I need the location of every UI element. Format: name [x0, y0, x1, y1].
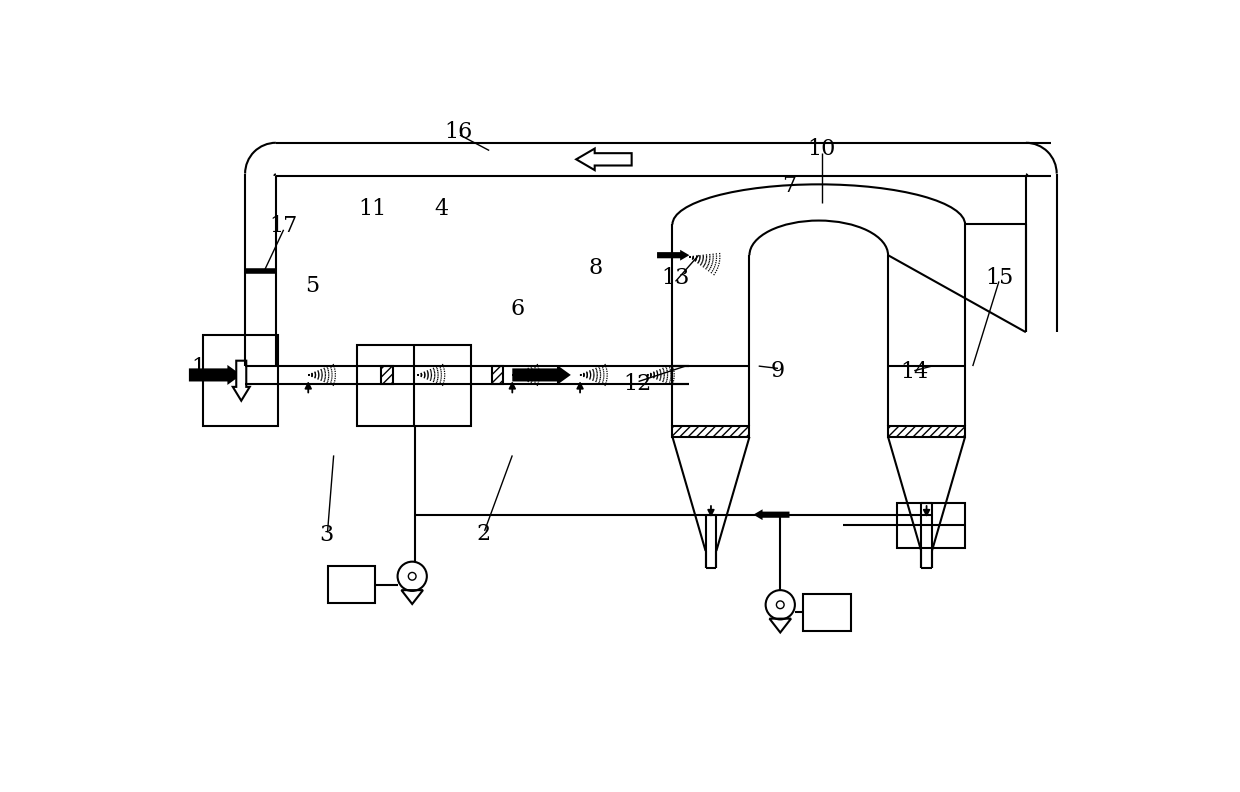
Bar: [491, 366, 503, 384]
FancyArrow shape: [233, 360, 249, 401]
Bar: [357, 345, 471, 426]
Bar: [898, 503, 965, 548]
Text: 16: 16: [444, 121, 472, 143]
Bar: [888, 426, 965, 437]
Text: 13: 13: [661, 267, 689, 289]
Text: 2: 2: [476, 523, 490, 545]
Text: 6: 6: [511, 298, 525, 320]
Bar: [327, 566, 376, 604]
Circle shape: [776, 601, 784, 608]
Text: 15: 15: [985, 267, 1013, 289]
Text: 11: 11: [358, 198, 387, 220]
Text: 7: 7: [782, 175, 796, 197]
Bar: [203, 335, 278, 426]
FancyArrow shape: [188, 365, 242, 385]
Text: 1: 1: [191, 357, 205, 379]
Text: 4: 4: [434, 198, 449, 220]
Text: 3: 3: [319, 524, 334, 546]
FancyArrow shape: [754, 509, 790, 520]
Bar: [672, 426, 749, 437]
Circle shape: [408, 573, 417, 580]
Text: 8: 8: [588, 257, 603, 280]
FancyArrow shape: [577, 149, 631, 170]
Text: 12: 12: [622, 373, 651, 394]
Text: 17: 17: [269, 215, 298, 237]
FancyArrow shape: [657, 249, 689, 261]
FancyArrow shape: [512, 365, 570, 385]
Text: 9: 9: [771, 360, 785, 382]
Text: 14: 14: [900, 361, 929, 383]
Text: 10: 10: [807, 138, 836, 160]
Bar: [382, 366, 393, 384]
Text: 5: 5: [305, 275, 319, 297]
Bar: [804, 594, 851, 631]
